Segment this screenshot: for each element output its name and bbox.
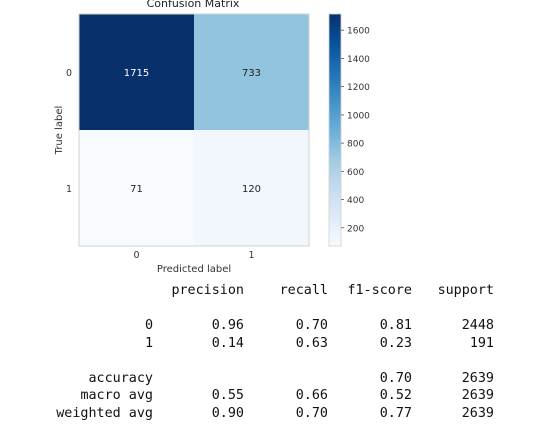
x-axis-label: Predicted label — [157, 264, 231, 275]
x-tick-label: 0 — [133, 250, 139, 261]
heatmap-cell-1-1 — [194, 130, 309, 246]
report-row-class-1: 1 0.14 0.63 0.23 191 — [0, 336, 540, 354]
report-row-weighted-avg: weighted avg 0.90 0.70 0.77 2639 — [0, 406, 540, 424]
report-row-class-0: 0 0.96 0.70 0.81 2448 — [0, 318, 540, 336]
cell-value-label: 71 — [130, 184, 143, 195]
support-value: 2639 — [461, 388, 494, 403]
support-value: 2448 — [461, 318, 494, 333]
f1-value: 0.52 — [379, 388, 412, 403]
row-label: accuracy — [88, 370, 154, 386]
report-row-macro-avg: macro avg 0.55 0.66 0.52 2639 — [0, 388, 540, 406]
colorbar-tick-label: 600 — [347, 168, 364, 178]
precision-value: 0.14 — [211, 335, 244, 351]
row-label: weighted avg — [56, 405, 153, 421]
classification-report: precision recall f1-score support 0 0.96… — [0, 283, 540, 423]
row-label: macro avg — [80, 388, 153, 403]
recall-value: 0.63 — [295, 335, 328, 351]
report-header-row: precision recall f1-score support — [0, 283, 540, 301]
colorbar-tick-label: 1000 — [347, 111, 370, 121]
row-label: 0 — [144, 318, 153, 333]
header-recall: recall — [279, 283, 328, 298]
cell-value-label: 1715 — [124, 68, 149, 79]
heatmap-cell-0-0 — [79, 14, 194, 130]
colorbar-tick-label: 200 — [347, 224, 364, 234]
recall-value: 0.66 — [295, 388, 328, 403]
support-value: 2639 — [461, 405, 494, 421]
f1-value: 0.70 — [379, 370, 412, 386]
confusion-matrix-figure: Confusion Matrix 1715 733 71 120 0 1 0 1 Pred… — [54, 0, 370, 275]
precision-value: 0.90 — [211, 405, 244, 421]
chart-title: Confusion Matrix — [147, 0, 240, 10]
colorbar — [328, 13, 342, 247]
heatmap-cell-1-0 — [79, 130, 194, 246]
colorbar-tick-label: 400 — [347, 196, 364, 206]
matrix-frame — [78, 13, 310, 247]
report-spacer — [0, 301, 540, 319]
f1-value: 0.81 — [379, 318, 412, 333]
y-tick-label: 1 — [66, 184, 72, 195]
cell-value-label: 120 — [242, 184, 261, 195]
row-label: 1 — [144, 335, 153, 351]
colorbar-tick-label: 800 — [347, 140, 364, 150]
recall-value: 0.70 — [295, 318, 328, 333]
support-value: 2639 — [461, 370, 494, 386]
colorbar-tick-label: 1200 — [347, 83, 370, 93]
recall-value: 0.70 — [295, 405, 328, 421]
cell-value-label: 733 — [242, 68, 261, 79]
precision-value: 0.55 — [211, 388, 244, 403]
heatmap-cell-0-1 — [194, 14, 309, 130]
header-precision: precision — [171, 283, 244, 298]
precision-value: 0.96 — [211, 318, 244, 333]
f1-value: 0.77 — [379, 405, 412, 421]
header-support: support — [437, 283, 494, 298]
report-row-accuracy: accuracy 0.70 2639 — [0, 371, 540, 389]
y-axis-label: True label — [54, 106, 65, 156]
report-spacer — [0, 353, 540, 371]
f1-value: 0.23 — [379, 335, 412, 351]
x-tick-label: 1 — [248, 250, 254, 261]
colorbar-tick-label: 1600 — [347, 27, 370, 37]
y-tick-label: 0 — [66, 68, 72, 79]
colorbar-tick-label: 1400 — [347, 55, 370, 65]
header-f1-score: f1-score — [347, 283, 413, 298]
support-value: 191 — [469, 335, 494, 351]
